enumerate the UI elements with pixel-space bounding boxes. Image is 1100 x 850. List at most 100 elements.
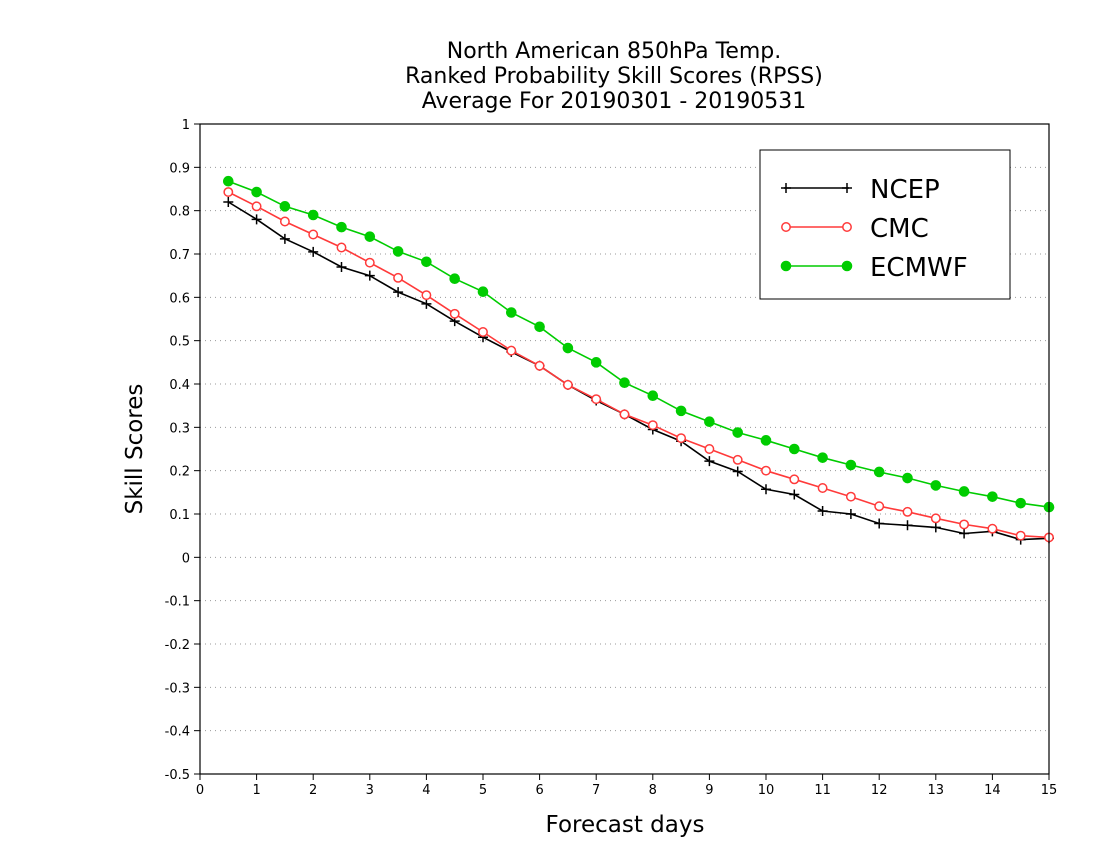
data-point-ecmwf bbox=[506, 307, 517, 318]
data-point-ncep bbox=[336, 262, 347, 272]
data-point-cmc bbox=[619, 409, 630, 420]
data-point-ecmwf bbox=[449, 273, 461, 285]
data-point-ecmwf bbox=[987, 491, 998, 502]
data-point-ecmwf bbox=[279, 201, 291, 212]
x-tick-label: 9 bbox=[705, 783, 713, 798]
series-ecmwf bbox=[223, 175, 1055, 513]
data-point-ncep bbox=[421, 298, 432, 309]
legend-item-ncep: NCEP bbox=[781, 175, 940, 205]
y-tick-label: 0.9 bbox=[169, 161, 190, 176]
legend-item-ecmwf: ECMWF bbox=[780, 253, 968, 283]
x-tick-label: 13 bbox=[928, 783, 945, 798]
data-point-ecmwf bbox=[789, 443, 800, 455]
data-point-ecmwf bbox=[421, 256, 432, 268]
data-point-ecmwf bbox=[873, 466, 885, 478]
data-point-ecmwf bbox=[1015, 497, 1027, 509]
data-point-ncep bbox=[704, 456, 715, 467]
data-point-ecmwf bbox=[817, 452, 828, 463]
x-tick-label: 8 bbox=[649, 783, 657, 798]
y-tick-label: -0.3 bbox=[165, 681, 190, 696]
data-point-cmc bbox=[279, 216, 290, 227]
data-point-ecmwf bbox=[590, 357, 602, 368]
data-point-ncep bbox=[393, 287, 404, 298]
legend-box bbox=[759, 149, 1011, 300]
data-point-ecmwf bbox=[477, 286, 489, 298]
data-point-ecmwf bbox=[223, 175, 234, 187]
data-point-cmc bbox=[874, 501, 885, 512]
plot-frame bbox=[199, 123, 1050, 775]
x-tick-label: 0 bbox=[196, 783, 204, 798]
y-tick-label: 0 bbox=[182, 551, 190, 566]
legend-marker-ecmwf bbox=[841, 260, 853, 272]
legend: NCEP CMC ECMWF bbox=[759, 149, 1011, 300]
data-point-ncep bbox=[930, 522, 941, 533]
x-tick-label: 15 bbox=[1041, 783, 1058, 798]
y-tick-label: 0.8 bbox=[169, 205, 190, 220]
data-point-ncep bbox=[223, 197, 234, 207]
y-tick-label: 1 bbox=[182, 118, 190, 133]
data-point-cmc bbox=[364, 257, 375, 268]
data-point-ecmwf bbox=[675, 405, 687, 417]
data-point-ecmwf bbox=[619, 377, 630, 389]
data-point-ncep bbox=[364, 270, 375, 281]
data-point-cmc bbox=[251, 201, 262, 212]
data-point-ncep bbox=[279, 233, 290, 244]
x-tick-label: 12 bbox=[871, 783, 888, 798]
legend-marker-cmc bbox=[842, 222, 852, 232]
series-layer bbox=[223, 175, 1055, 545]
data-point-ecmwf bbox=[392, 246, 404, 257]
x-axis-title: Forecast days bbox=[546, 812, 705, 838]
data-point-ecmwf bbox=[251, 186, 262, 198]
x-tick-label: 4 bbox=[422, 783, 430, 798]
data-point-ncep bbox=[308, 246, 319, 257]
data-point-ecmwf bbox=[930, 480, 942, 491]
data-point-ncep bbox=[251, 214, 262, 225]
data-point-cmc bbox=[421, 290, 432, 301]
legend-marker-ncep bbox=[781, 183, 791, 193]
y-tick-label: 0.7 bbox=[169, 248, 190, 263]
data-point-cmc bbox=[987, 523, 998, 534]
data-point-cmc bbox=[817, 483, 828, 493]
data-point-cmc bbox=[902, 506, 913, 517]
data-point-ecmwf bbox=[647, 390, 659, 402]
y-tick-label: -0.4 bbox=[165, 725, 190, 740]
legend-item-cmc: CMC bbox=[781, 214, 929, 244]
data-point-cmc bbox=[676, 433, 687, 444]
data-point-cmc bbox=[591, 394, 602, 405]
chart-title-line-2: Ranked Probability Skill Scores (RPSS) bbox=[405, 64, 823, 89]
data-point-ncep bbox=[959, 528, 970, 539]
data-point-ecmwf bbox=[902, 472, 913, 484]
legend-label-cmc: CMC bbox=[870, 214, 929, 244]
legend-marker-cmc bbox=[781, 222, 791, 232]
x-tick-label: 14 bbox=[984, 783, 1001, 798]
data-point-ecmwf bbox=[534, 321, 545, 333]
y-tick-label: -0.5 bbox=[165, 768, 190, 783]
chart-title-line-1: North American 850hPa Temp. bbox=[447, 39, 782, 64]
data-point-cmc bbox=[223, 187, 234, 197]
data-point-ncep bbox=[902, 520, 913, 531]
legend-label-ncep: NCEP bbox=[870, 175, 940, 205]
data-point-ecmwf bbox=[845, 459, 857, 471]
data-point-ncep bbox=[789, 489, 800, 500]
y-tick-label: -0.1 bbox=[165, 595, 190, 610]
y-tick-label: 0.5 bbox=[169, 335, 190, 350]
data-point-ncep bbox=[761, 484, 771, 495]
data-point-cmc bbox=[732, 454, 743, 465]
x-tick-label: 11 bbox=[814, 783, 831, 798]
data-point-ncep bbox=[874, 518, 885, 529]
y-tick-label: 0.2 bbox=[169, 465, 190, 480]
y-tick-label: 0.1 bbox=[169, 508, 190, 523]
data-point-cmc bbox=[449, 308, 460, 319]
x-tick-label: 1 bbox=[252, 783, 260, 798]
chart-title: North American 850hPa Temp. Ranked Proba… bbox=[405, 39, 823, 114]
data-point-ecmwf bbox=[562, 342, 574, 354]
y-tick-label: -0.2 bbox=[165, 638, 190, 653]
data-point-cmc bbox=[534, 360, 545, 371]
data-point-ecmwf bbox=[732, 427, 744, 438]
axis-ticks: -0.5 -0.4 -0.3 -0.2 -0.1 0 0.1 0.2 0.3 0.4 0.5 0.6 0… bbox=[165, 118, 1058, 798]
data-point-cmc bbox=[704, 444, 715, 454]
y-tick-label: 0.4 bbox=[169, 378, 190, 393]
data-point-cmc bbox=[506, 345, 517, 356]
data-point-cmc bbox=[1015, 530, 1026, 541]
data-point-cmc bbox=[930, 513, 941, 524]
